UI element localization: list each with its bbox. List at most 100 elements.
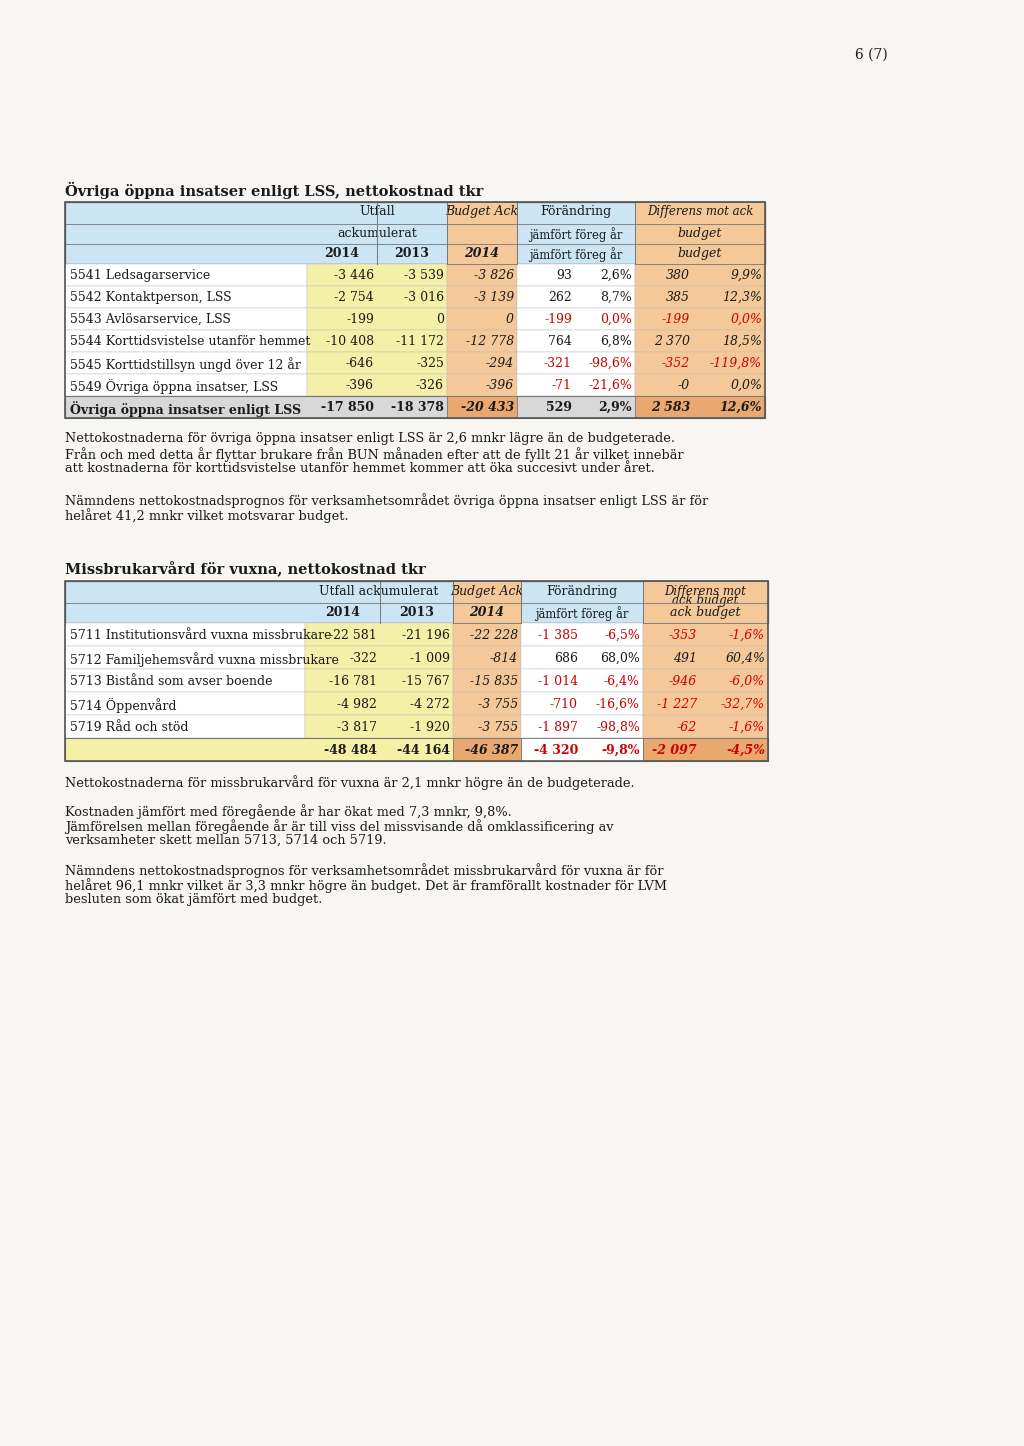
Text: -321: -321 — [544, 357, 572, 370]
Bar — [65, 396, 765, 418]
Text: 385: 385 — [666, 291, 690, 304]
Text: -98,8%: -98,8% — [596, 722, 640, 735]
Text: -353: -353 — [669, 629, 697, 642]
Bar — [643, 737, 768, 761]
Text: -21,6%: -21,6% — [588, 379, 632, 392]
Text: -3 016: -3 016 — [403, 291, 444, 304]
Text: -46 387: -46 387 — [465, 745, 518, 758]
Text: ack budget: ack budget — [671, 606, 740, 619]
Text: -12 778: -12 778 — [466, 335, 514, 348]
Text: Övriga öppna insatser enligt LSS, nettokostnad tkr: Övriga öppna insatser enligt LSS, nettok… — [65, 182, 483, 200]
Bar — [453, 714, 521, 737]
Bar — [521, 623, 643, 646]
Text: 2014: 2014 — [469, 606, 505, 619]
Bar — [521, 737, 643, 761]
Bar — [65, 286, 307, 308]
Text: -352: -352 — [662, 357, 690, 370]
Bar — [305, 693, 453, 714]
Text: besluten som ökat jämfört med budget.: besluten som ökat jämfört med budget. — [65, 894, 323, 907]
Text: -396: -396 — [346, 379, 374, 392]
Text: 5714 Öppenvård: 5714 Öppenvård — [70, 698, 176, 713]
Bar — [447, 202, 517, 265]
Text: -396: -396 — [485, 379, 514, 392]
Bar — [517, 351, 635, 375]
Bar — [447, 308, 517, 330]
Bar — [635, 286, 765, 308]
Bar — [517, 375, 635, 396]
Text: -322: -322 — [349, 652, 377, 665]
Text: -4 982: -4 982 — [337, 698, 377, 711]
Text: 12,6%: 12,6% — [720, 401, 762, 414]
Text: -646: -646 — [346, 357, 374, 370]
Text: -1 920: -1 920 — [411, 722, 450, 735]
Text: verksamheter skett mellan 5713, 5714 och 5719.: verksamheter skett mellan 5713, 5714 och… — [65, 834, 387, 847]
Bar — [307, 308, 447, 330]
Text: 262: 262 — [548, 291, 572, 304]
Bar — [521, 714, 643, 737]
Bar — [521, 646, 643, 669]
Text: 93: 93 — [556, 269, 572, 282]
Bar — [305, 623, 453, 646]
Bar — [447, 330, 517, 351]
Text: 764: 764 — [548, 335, 572, 348]
Bar — [517, 308, 635, 330]
Text: 0,0%: 0,0% — [730, 379, 762, 392]
Text: 0: 0 — [506, 312, 514, 325]
Text: 5545 Korttidstillsyn ungd över 12 år: 5545 Korttidstillsyn ungd över 12 år — [70, 357, 301, 372]
Text: 2014: 2014 — [465, 247, 500, 260]
Bar — [635, 375, 765, 396]
Bar — [65, 581, 768, 761]
Text: -710: -710 — [550, 698, 578, 711]
Bar — [307, 375, 447, 396]
Text: -326: -326 — [416, 379, 444, 392]
Bar — [65, 714, 305, 737]
Bar — [447, 351, 517, 375]
Bar — [307, 286, 447, 308]
Text: 2013: 2013 — [394, 247, 429, 260]
Bar — [521, 669, 643, 693]
Text: -946: -946 — [669, 675, 697, 688]
Bar — [65, 375, 307, 396]
Text: 5544 Korttidsvistelse utanför hemmet: 5544 Korttidsvistelse utanför hemmet — [70, 335, 310, 348]
Text: -44 164: -44 164 — [397, 745, 450, 758]
Bar — [307, 330, 447, 351]
Text: -3 755: -3 755 — [478, 698, 518, 711]
Text: -32,7%: -32,7% — [721, 698, 765, 711]
Text: -3 139: -3 139 — [474, 291, 514, 304]
Bar — [643, 646, 768, 669]
Text: Nettokostnaderna för missbrukarvård för vuxna är 2,1 mnkr högre än de budgeterad: Nettokostnaderna för missbrukarvård för … — [65, 775, 635, 790]
Bar — [453, 737, 521, 761]
Text: -16,6%: -16,6% — [596, 698, 640, 711]
Text: 2013: 2013 — [399, 606, 434, 619]
Text: -1 385: -1 385 — [538, 629, 578, 642]
Text: -98,6%: -98,6% — [588, 357, 632, 370]
Text: 6,8%: 6,8% — [600, 335, 632, 348]
Text: -15 835: -15 835 — [470, 675, 518, 688]
Bar — [65, 265, 307, 286]
Bar — [65, 351, 307, 375]
Text: 2 370: 2 370 — [654, 335, 690, 348]
Text: -18 378: -18 378 — [391, 401, 444, 414]
Text: 380: 380 — [666, 269, 690, 282]
Text: 686: 686 — [554, 652, 578, 665]
Text: Differens mot ack: Differens mot ack — [647, 205, 754, 218]
Text: Nämndens nettokostnadsprognos för verksamhetsområdet övriga öppna insatser enlig: Nämndens nettokostnadsprognos för verksa… — [65, 493, 709, 508]
Text: Nämndens nettokostnadsprognos för verksamhetsområdet missbrukarvård för vuxna är: Nämndens nettokostnadsprognos för verksa… — [65, 863, 664, 878]
Text: 9,9%: 9,9% — [730, 269, 762, 282]
Text: 491: 491 — [673, 652, 697, 665]
Bar — [643, 693, 768, 714]
Text: -119,8%: -119,8% — [710, 357, 762, 370]
Bar — [65, 330, 307, 351]
Bar — [65, 202, 765, 265]
Text: Budget Ack: Budget Ack — [451, 586, 523, 599]
Text: -1,6%: -1,6% — [729, 722, 765, 735]
Text: jämfört föreg år: jämfört föreg år — [529, 247, 623, 262]
Bar — [635, 202, 765, 265]
Text: -16 781: -16 781 — [329, 675, 377, 688]
Text: -62: -62 — [677, 722, 697, 735]
Text: -6,4%: -6,4% — [604, 675, 640, 688]
Bar — [447, 286, 517, 308]
Text: -22 581: -22 581 — [330, 629, 377, 642]
Text: 2014: 2014 — [325, 606, 360, 619]
Text: Differens mot: Differens mot — [665, 586, 746, 599]
